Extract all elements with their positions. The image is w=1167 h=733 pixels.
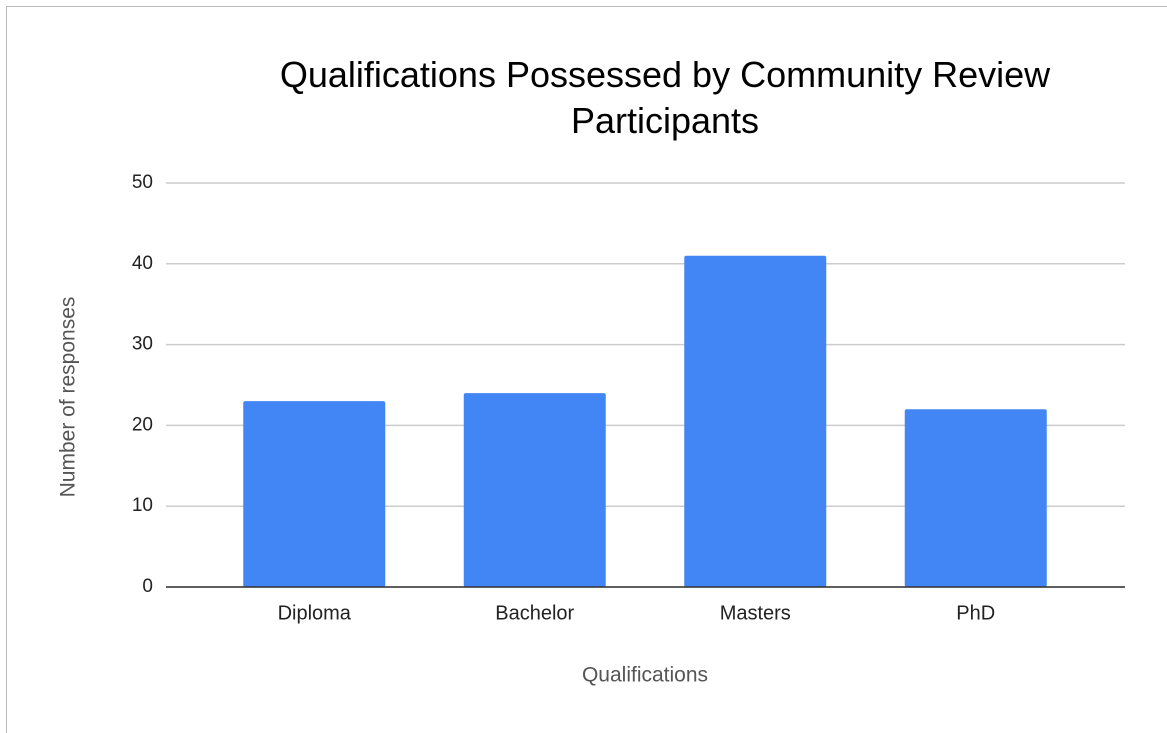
y-tick-label: 40 <box>132 253 153 274</box>
y-tick-label: 0 <box>142 576 153 597</box>
y-axis-label: Number of responses <box>57 297 80 498</box>
x-tick-label: Diploma <box>278 602 352 624</box>
y-tick-label: 10 <box>132 495 153 516</box>
y-tick-label: 20 <box>132 414 153 435</box>
bar <box>463 393 606 587</box>
y-tick-label: 30 <box>132 334 153 355</box>
bar <box>684 255 827 587</box>
chart-title: Qualifications Possessed by Community Re… <box>279 54 1051 141</box>
x-tick-label: PhD <box>956 602 995 624</box>
chart-border <box>6 6 1167 733</box>
y-tick-label: 50 <box>132 172 153 193</box>
x-tick-label: Bachelor <box>495 602 574 624</box>
x-tick-label: Masters <box>720 602 791 624</box>
bar <box>243 401 386 587</box>
bar <box>904 409 1047 587</box>
x-axis-label: Qualifications <box>582 664 708 687</box>
